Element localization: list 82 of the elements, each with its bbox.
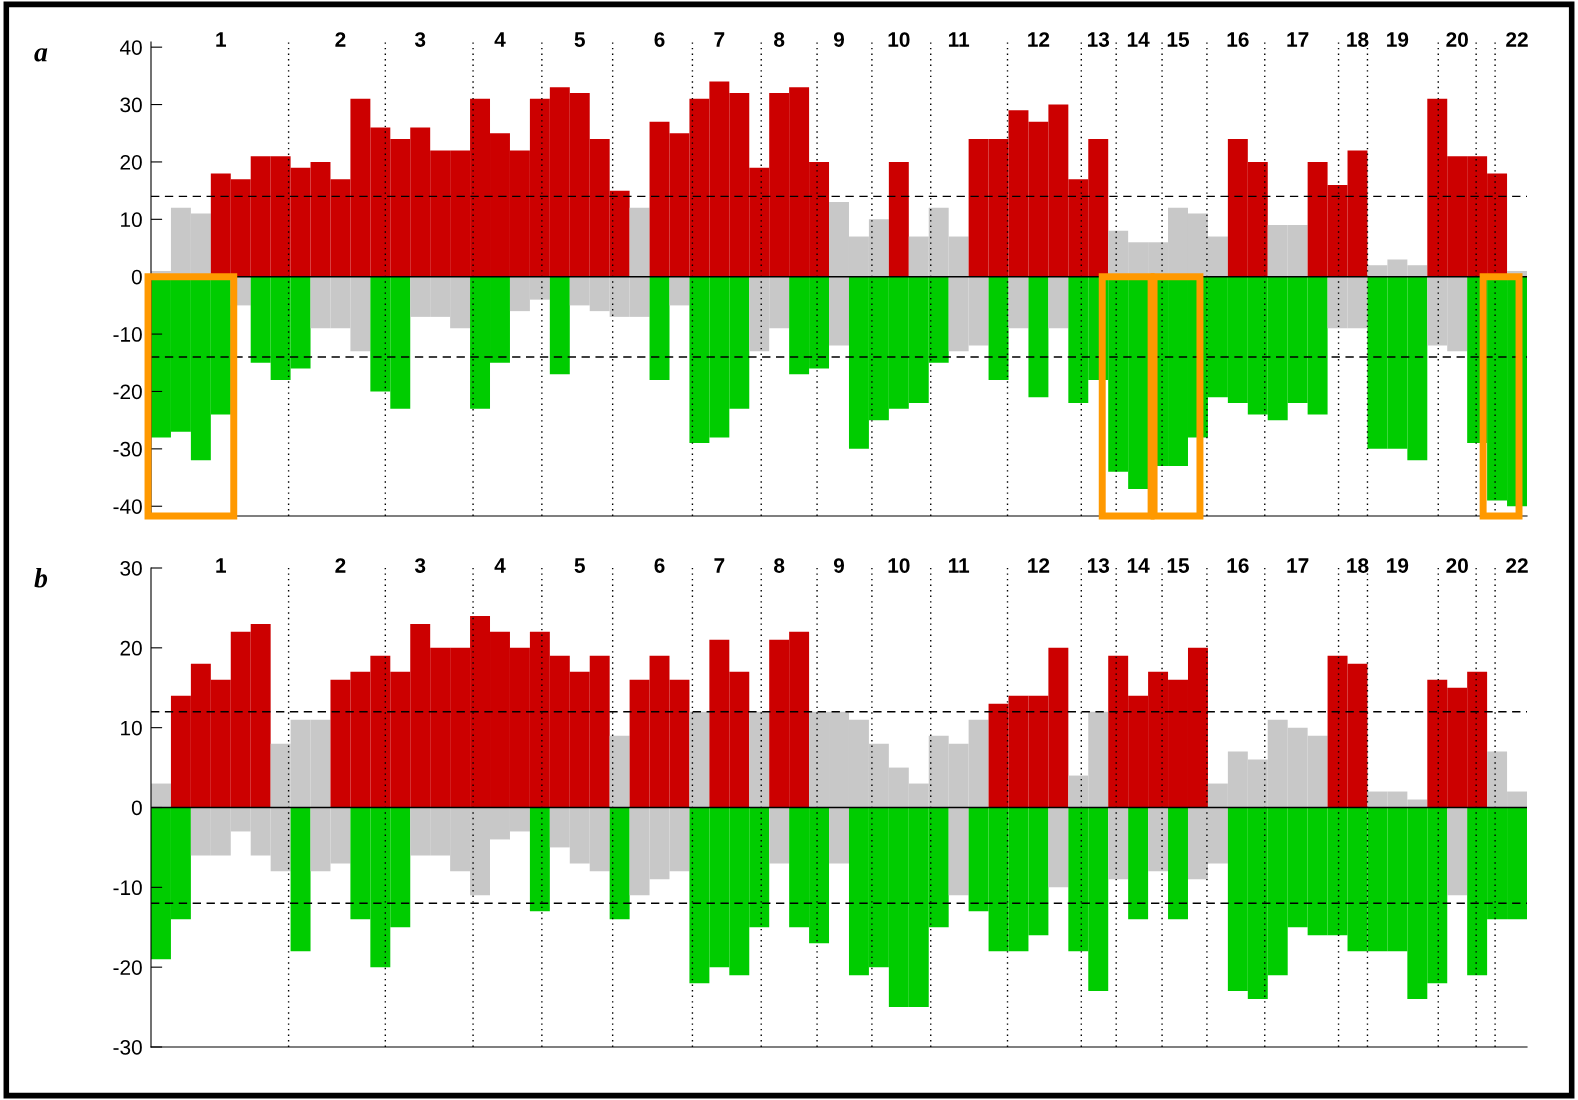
- bar: [1128, 807, 1149, 920]
- y-tick-label: 30: [120, 561, 142, 576]
- x-tick-label: 14: [1127, 32, 1150, 47]
- bar: [609, 735, 630, 808]
- x-tick-label: 2: [335, 32, 346, 47]
- y-tick-label: -10: [113, 327, 142, 342]
- bar: [888, 161, 909, 277]
- x-tick-label: 2: [335, 558, 346, 573]
- x-tick-label: 22: [1506, 558, 1528, 573]
- bar: [290, 807, 311, 952]
- bar: [689, 711, 710, 808]
- x-tick-label: 14: [1127, 558, 1150, 573]
- chart-title: a: [34, 48, 48, 62]
- bar: [609, 807, 630, 920]
- x-tick-label: 3: [414, 558, 426, 573]
- y-tick-label: -30: [113, 441, 142, 457]
- x-tick-label: 12: [1028, 32, 1050, 47]
- x-tick-label: 9: [833, 558, 845, 573]
- bar: [549, 276, 570, 375]
- x-tick-label: 17: [1287, 32, 1309, 47]
- x-tick-label: 3: [414, 32, 426, 47]
- x-tick-label: 22: [1506, 32, 1528, 47]
- y-tick-label: -20: [113, 960, 142, 975]
- bar: [151, 783, 171, 808]
- x-tick-label: 9: [833, 32, 845, 47]
- x-tick-label: 15: [1167, 558, 1190, 573]
- y-tick-label: 20: [120, 154, 142, 170]
- x-tick-label: 13: [1087, 558, 1110, 573]
- x-tick-label: 20: [1446, 32, 1468, 47]
- x-tick-label: 12: [1028, 558, 1050, 573]
- x-tick-label: 17: [1287, 558, 1309, 573]
- x-tick-label: 18: [1347, 558, 1369, 573]
- x-tick-label: 18: [1347, 32, 1369, 47]
- y-tick-label: 40: [119, 40, 142, 55]
- x-tick-label: 1: [216, 558, 227, 573]
- bar: [769, 807, 790, 864]
- x-tick-label: 8: [774, 32, 785, 47]
- bar: [1048, 276, 1069, 329]
- x-tick-label: 5: [574, 558, 585, 573]
- bar: [1048, 807, 1069, 888]
- x-tick-label: 8: [774, 558, 785, 573]
- y-tick-label: -40: [113, 499, 142, 514]
- y-tick-label: 0: [131, 800, 142, 816]
- bar: [1028, 276, 1049, 398]
- bar: [669, 276, 690, 306]
- x-tick-label: 15: [1167, 32, 1190, 47]
- y-tick-label: 0: [131, 269, 142, 285]
- bar: [1447, 807, 1468, 896]
- x-tick-label: 10: [888, 558, 910, 573]
- bar: [1168, 807, 1188, 920]
- y-tick-label: 10: [121, 720, 142, 736]
- bar: [1108, 807, 1129, 880]
- bar: [1148, 807, 1169, 872]
- bar: [749, 711, 770, 808]
- chart-title: b: [34, 568, 48, 588]
- x-tick-label: 16: [1227, 558, 1249, 573]
- x-tick-label: 5: [574, 32, 585, 47]
- bar: [529, 807, 550, 912]
- bar: [1008, 276, 1029, 329]
- x-tick-label: 11: [948, 558, 970, 573]
- x-tick-label: 6: [654, 558, 665, 573]
- y-tick-label: 20: [120, 640, 142, 656]
- x-tick-label: 6: [654, 32, 665, 47]
- y-tick-label: -20: [113, 384, 142, 400]
- y-tick-label: -10: [113, 880, 142, 896]
- y-tick-label: 30: [120, 97, 142, 113]
- x-tick-label: 4: [494, 32, 506, 47]
- x-tick-label: 13: [1087, 32, 1110, 47]
- x-tick-label: 4: [494, 558, 506, 573]
- y-tick-label: 10: [121, 212, 142, 228]
- x-tick-label: 7: [714, 558, 725, 573]
- y-tick-label: -30: [113, 1040, 142, 1055]
- x-tick-label: 19: [1387, 32, 1409, 47]
- x-tick-label: 16: [1227, 32, 1249, 47]
- x-tick-label: 10: [888, 32, 910, 47]
- x-tick-label: 1: [216, 32, 227, 47]
- bar: [649, 276, 670, 380]
- x-tick-label: 7: [714, 32, 725, 47]
- x-tick-label: 20: [1446, 558, 1468, 573]
- bar: [988, 276, 1009, 380]
- x-tick-label: 19: [1387, 558, 1409, 573]
- x-tick-label: 11: [948, 32, 970, 47]
